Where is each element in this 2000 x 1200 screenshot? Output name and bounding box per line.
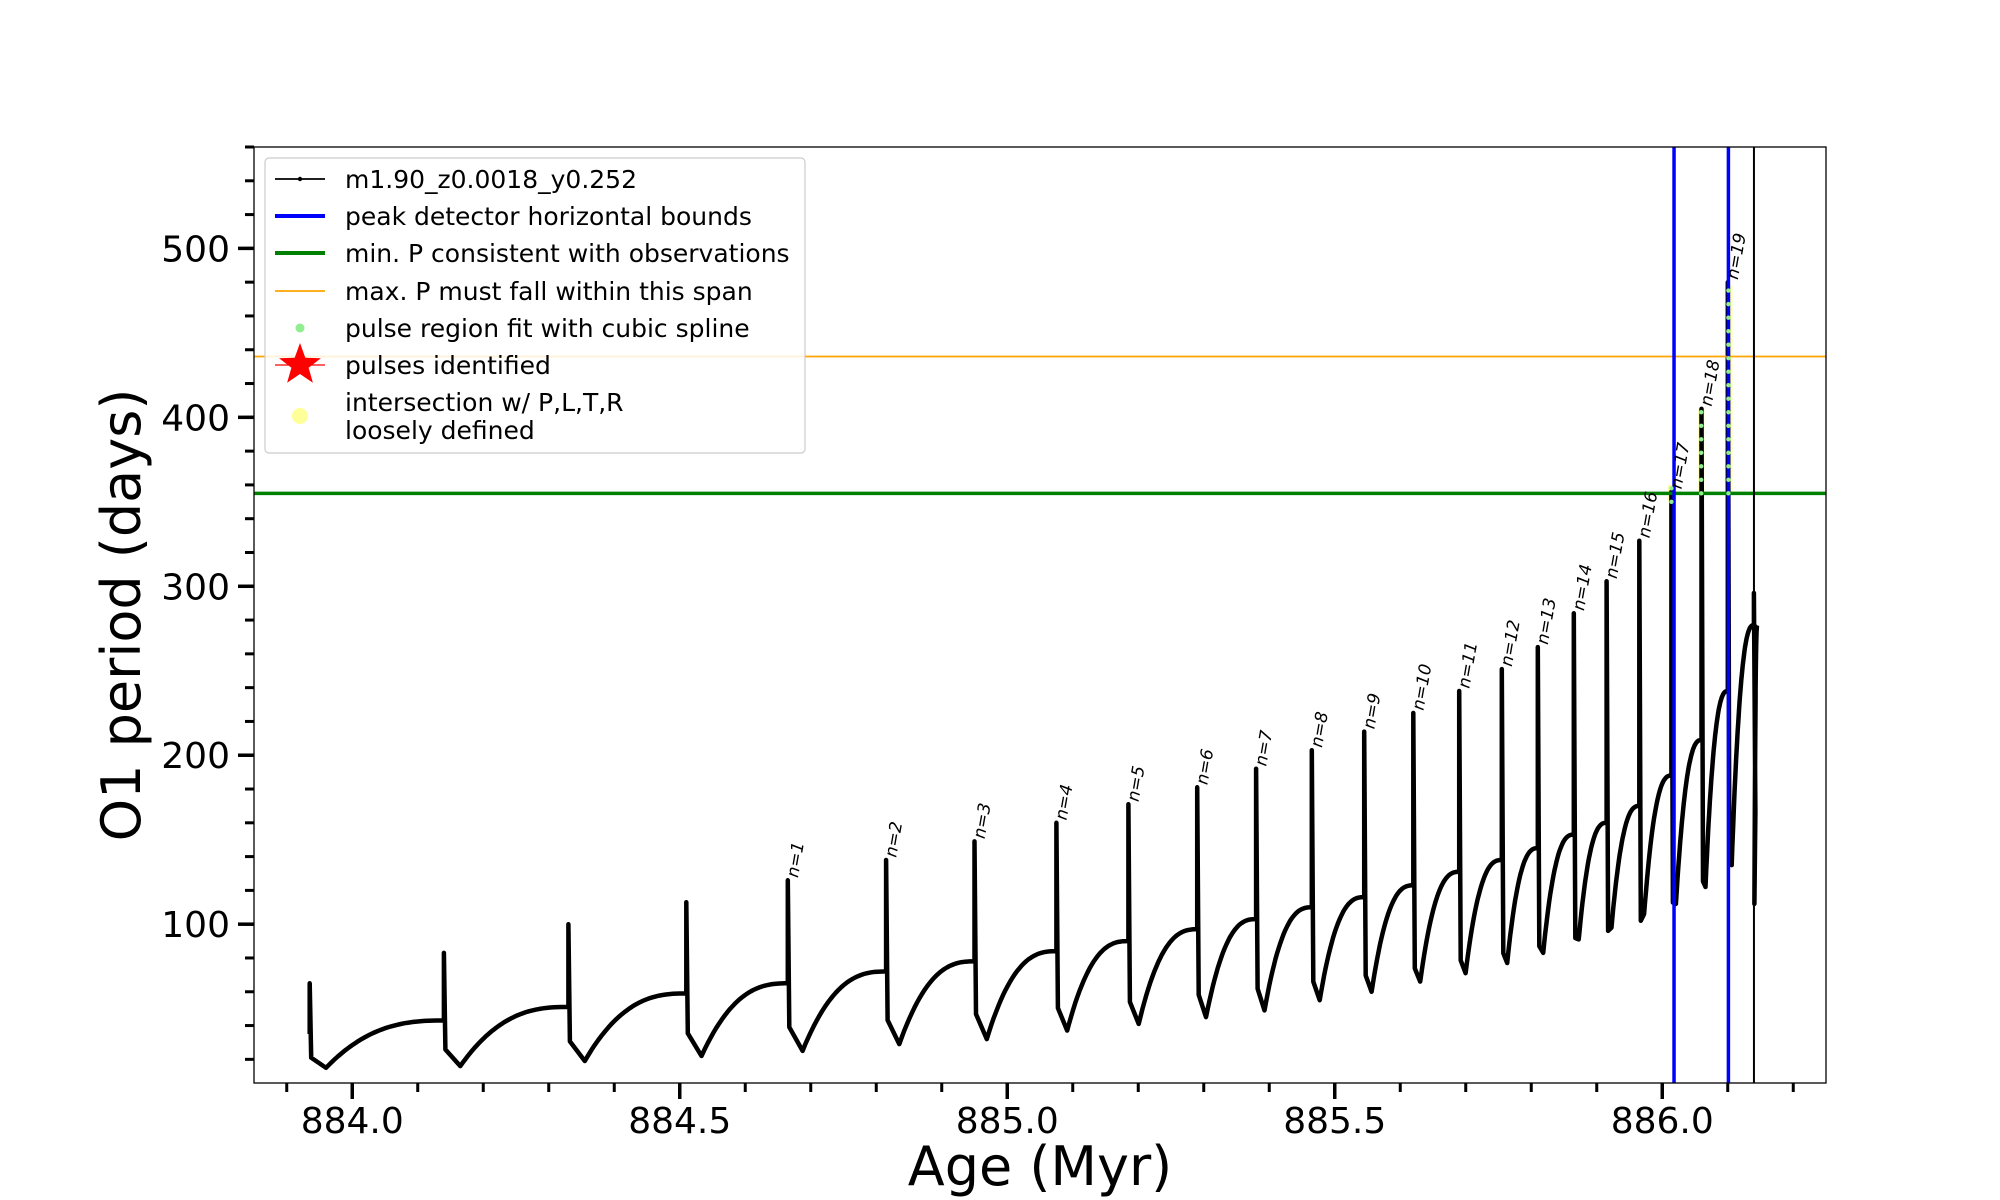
x-tick-label: 884.5 <box>628 1101 731 1142</box>
spline-fit-point <box>1699 450 1704 456</box>
spline-fit-point <box>1726 450 1731 456</box>
pulse-label: n=17 <box>1667 441 1695 491</box>
x-tick-label: 884.0 <box>301 1101 404 1142</box>
y-tick-label: 200 <box>161 736 230 777</box>
legend-label: peak detector horizontal bounds <box>345 202 752 231</box>
spline-fit-point <box>1699 437 1704 442</box>
spline-fit-point <box>1699 477 1704 483</box>
pulse-label: n=13 <box>1533 597 1561 646</box>
pulse-label: n=12 <box>1497 619 1525 668</box>
spline-fit-point <box>1726 383 1731 388</box>
pulse-label: n=11 <box>1454 640 1482 689</box>
pulse-label: n=1 <box>783 840 809 879</box>
x-tick-label: 886.0 <box>1611 1101 1714 1142</box>
y-axis-label: O1 period (days) <box>90 389 153 842</box>
legend-swatch-dot <box>292 408 308 424</box>
legend-label: pulse region fit with cubic spline <box>345 314 750 343</box>
x-tick-label: 885.5 <box>1283 1101 1386 1142</box>
spline-fit-point <box>1726 396 1731 401</box>
spline-fit-point <box>1726 410 1731 415</box>
pulse-label: n=6 <box>1192 747 1218 786</box>
spline-fit-point <box>1726 342 1731 347</box>
spline-fit-point <box>1726 464 1731 469</box>
spline-fit-point <box>1699 423 1704 428</box>
y-tick-label: 100 <box>161 905 230 946</box>
spline-fit-point <box>1726 355 1731 361</box>
pulse-label: n=8 <box>1307 710 1333 749</box>
spline-fit-point <box>1726 301 1731 307</box>
legend-label: max. P must fall within this span <box>345 277 753 306</box>
legend-label: pulses identified <box>345 351 551 380</box>
pulse-label: n=16 <box>1635 490 1663 540</box>
legend-swatch-dot <box>297 176 303 182</box>
spline-fit-point <box>1726 315 1731 320</box>
legend-label: min. P consistent with observations <box>345 239 790 268</box>
legend-swatch-dot <box>295 323 305 333</box>
legend-label: intersection w/ P,L,T,R <box>345 388 624 417</box>
spline-fit-point <box>1726 423 1731 428</box>
y-tick-label: 500 <box>161 229 230 270</box>
spline-fit-point <box>1669 486 1674 491</box>
pulse-label: n=7 <box>1251 729 1277 768</box>
spline-fit-point <box>1699 464 1704 469</box>
legend-label: m1.90_z0.0018_y0.252 <box>345 165 637 194</box>
y-tick-label: 300 <box>161 567 230 608</box>
spline-fit-point <box>1726 369 1731 374</box>
spline-fit-point <box>1699 410 1704 415</box>
period-curve-series <box>307 279 1760 1071</box>
pulse-label: n=4 <box>1052 783 1078 822</box>
legend-label: loosely defined <box>345 416 535 445</box>
spline-fit-point <box>1726 437 1731 442</box>
spline-fit-point <box>1726 288 1731 293</box>
axes: 884.0 884.5 885.0 885.5 886.0 100 200 300 400 500 <box>161 145 1795 1142</box>
plot-frame <box>253 146 1827 1084</box>
pulse-label: n=5 <box>1124 764 1150 803</box>
pulse-label: n=15 <box>1602 531 1630 580</box>
spline-fit-point <box>1726 491 1731 496</box>
legend-box <box>264 157 806 454</box>
pulse-label: n=2 <box>881 820 907 859</box>
pulse-label: n=9 <box>1359 692 1385 731</box>
y-tick-label: 400 <box>161 398 230 439</box>
pulse-label: n=18 <box>1697 358 1725 408</box>
spline-fit-point <box>1669 499 1674 505</box>
pulse-label: n=14 <box>1569 563 1597 612</box>
spline-fit-point <box>1726 477 1731 483</box>
legend-star-icon <box>279 343 321 383</box>
pulse-label: n=10 <box>1409 662 1437 711</box>
pulse-label: n=3 <box>970 801 996 840</box>
spline-fit-point <box>1726 328 1731 334</box>
x-tick-label: 885.0 <box>956 1101 1059 1142</box>
spline-fit-point <box>1699 491 1704 496</box>
x-axis-label: Age (Myr) <box>908 1135 1173 1198</box>
